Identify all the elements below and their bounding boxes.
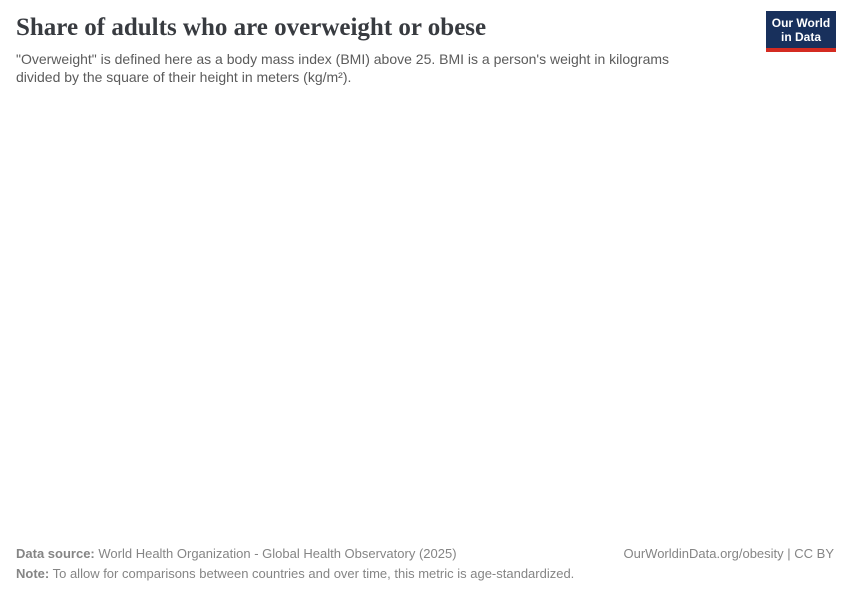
owid-logo-line2: in Data bbox=[780, 30, 821, 44]
page-title: Share of adults who are overweight or ob… bbox=[16, 14, 487, 41]
chart-footer: Data source: World Health Organization -… bbox=[0, 544, 850, 600]
data-source-value: World Health Organization - Global Healt… bbox=[98, 546, 457, 561]
data-source-label: Data source: bbox=[16, 546, 95, 561]
sources-row: Data source: World Health Organization -… bbox=[16, 544, 834, 564]
owid-logo[interactable]: Our World in Data bbox=[766, 11, 836, 52]
note-label: Note: bbox=[16, 566, 50, 581]
data-source-line: Data source: World Health Organization -… bbox=[16, 544, 457, 564]
owid-logo-line1: Our World bbox=[771, 16, 831, 30]
chart-plot-area-empty bbox=[0, 86, 850, 544]
note-value: To allow for comparisons between countri… bbox=[52, 566, 575, 581]
note-line: Note: To allow for comparisons between c… bbox=[16, 564, 834, 584]
chart-subtitle: "Overweight" is defined here as a body m… bbox=[16, 51, 670, 85]
chart-header: Share of adults who are overweight or ob… bbox=[0, 0, 850, 86]
owid-license-link[interactable]: OurWorldinData.org/obesity | CC BY bbox=[623, 546, 835, 561]
